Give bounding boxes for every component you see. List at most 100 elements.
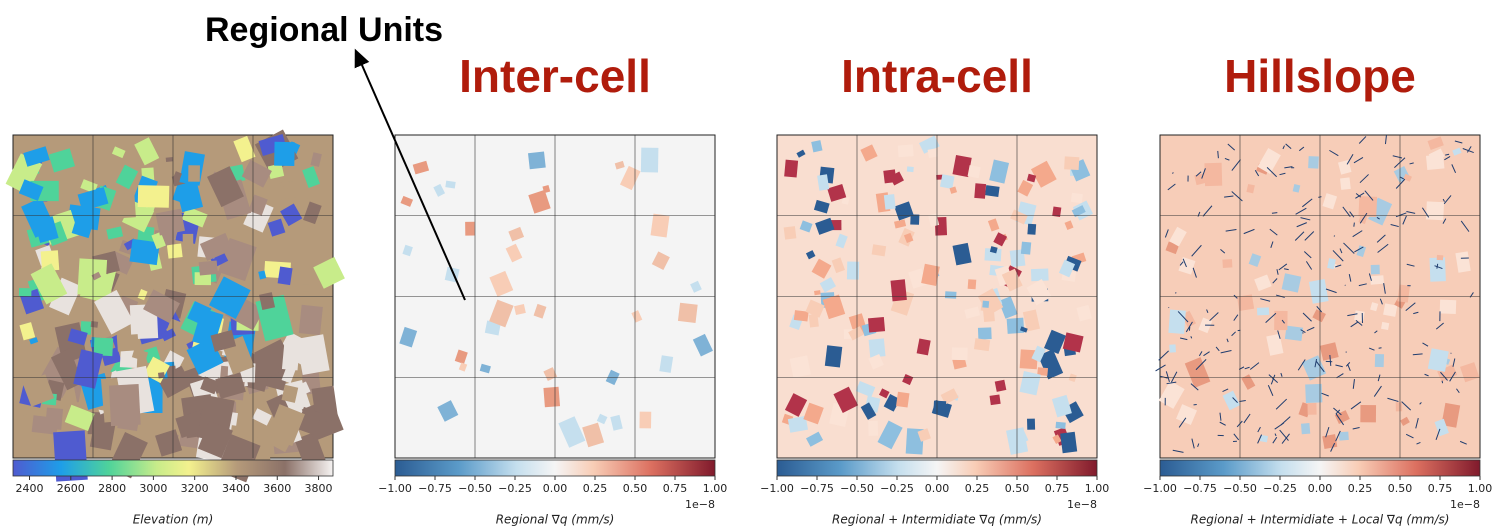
map-patch — [266, 404, 305, 447]
map-patch — [93, 337, 114, 357]
map-patch — [1010, 209, 1028, 225]
map-patch — [1076, 304, 1092, 322]
stream — [1219, 412, 1222, 421]
stream — [1349, 211, 1355, 218]
stream — [1155, 364, 1166, 372]
map-patch — [692, 333, 713, 357]
colorbar-tick-label: 2800 — [98, 482, 126, 495]
stream — [1346, 154, 1354, 165]
colorbar-tick-label: −0.50 — [840, 482, 874, 495]
map-patch — [1425, 154, 1445, 171]
stream — [1271, 212, 1278, 214]
map-patch — [944, 291, 957, 299]
map-patch — [998, 296, 1018, 319]
map-patch — [916, 338, 931, 356]
map-patch — [1395, 402, 1403, 412]
colorbar-tick-label: 0.00 — [925, 482, 950, 495]
map-patch — [1027, 223, 1037, 235]
map-patch — [22, 374, 55, 407]
map-patch — [827, 184, 847, 202]
map-patch — [40, 250, 60, 272]
map-patch — [896, 391, 910, 408]
stream — [1232, 397, 1238, 404]
map-patch — [1312, 309, 1326, 323]
colorbar-offset: 1e−8 — [1450, 498, 1480, 511]
map-patch — [116, 334, 139, 352]
stream — [1279, 429, 1289, 441]
axis-label: Regional + Intermidiate ∇q (mm/s) — [832, 513, 1042, 527]
map-patch — [1058, 259, 1076, 278]
colorbar-tick-label: 0.25 — [583, 482, 608, 495]
colorbar-tick-label: 1.00 — [703, 482, 728, 495]
stream — [1452, 358, 1456, 367]
map-patch — [199, 232, 233, 261]
colorbar-tick-label: 0.75 — [1428, 482, 1453, 495]
stream — [1316, 305, 1323, 313]
map-patch — [783, 226, 797, 240]
map-patch — [310, 152, 322, 167]
stream — [1379, 298, 1383, 305]
map-patch — [841, 195, 850, 205]
map-patch — [182, 233, 194, 250]
map-patch — [951, 347, 968, 361]
colorbar-tick-label: −0.75 — [1183, 482, 1217, 495]
map-patch — [303, 201, 322, 225]
stream — [1190, 383, 1199, 391]
stream — [1359, 212, 1368, 224]
map-patch — [281, 384, 299, 403]
map-panel — [394, 134, 716, 459]
colorbar-tick-label: 1.00 — [1085, 482, 1110, 495]
panel-title: Intra-cell — [841, 50, 1033, 102]
map-patch — [877, 420, 903, 450]
stream — [1335, 364, 1343, 368]
map-patch — [412, 160, 430, 175]
stream — [1294, 231, 1305, 241]
map-patch — [1360, 404, 1377, 423]
colorbar-tick-label: 0.00 — [543, 482, 568, 495]
stream — [1191, 244, 1202, 257]
map-patch — [989, 394, 1001, 406]
stream — [1435, 322, 1444, 330]
map-patch — [908, 268, 927, 289]
map-patch — [34, 216, 59, 243]
map-patch — [437, 400, 459, 422]
map-patch — [30, 263, 68, 305]
map-patch — [984, 248, 1002, 262]
map-patch — [296, 334, 330, 376]
map-patch — [973, 338, 991, 352]
map-patch — [1052, 206, 1062, 218]
map-patch — [1356, 245, 1367, 258]
map-patch — [137, 288, 148, 301]
stream — [1368, 273, 1372, 281]
stream — [1257, 434, 1263, 444]
stream — [1387, 397, 1399, 402]
stream — [1158, 350, 1169, 361]
stream — [1272, 278, 1278, 284]
map-patch — [989, 159, 1010, 184]
stream — [1277, 330, 1281, 339]
colorbar-tick-label: 3800 — [305, 482, 333, 495]
stream — [1279, 172, 1286, 176]
map-patch — [137, 185, 170, 208]
stream — [1359, 174, 1369, 184]
map-patch — [1236, 294, 1255, 312]
stream — [1392, 155, 1403, 159]
stream — [1314, 358, 1318, 368]
map-patch — [1194, 172, 1209, 186]
map-patch — [143, 289, 180, 324]
map-patch — [115, 164, 139, 190]
map-patch — [198, 260, 218, 276]
map-patch — [157, 372, 165, 379]
stream — [1460, 220, 1470, 232]
colorbar-tick-label: −1.00 — [760, 482, 794, 495]
map-patch — [302, 284, 310, 292]
map-patch — [1322, 193, 1338, 210]
map-patch — [215, 372, 246, 399]
map-patch — [596, 413, 608, 425]
map-patch — [814, 290, 821, 296]
map-patch — [479, 363, 491, 374]
colorbar-tick-label: 0.50 — [623, 482, 648, 495]
stream — [1390, 224, 1399, 228]
stream — [1226, 338, 1229, 343]
